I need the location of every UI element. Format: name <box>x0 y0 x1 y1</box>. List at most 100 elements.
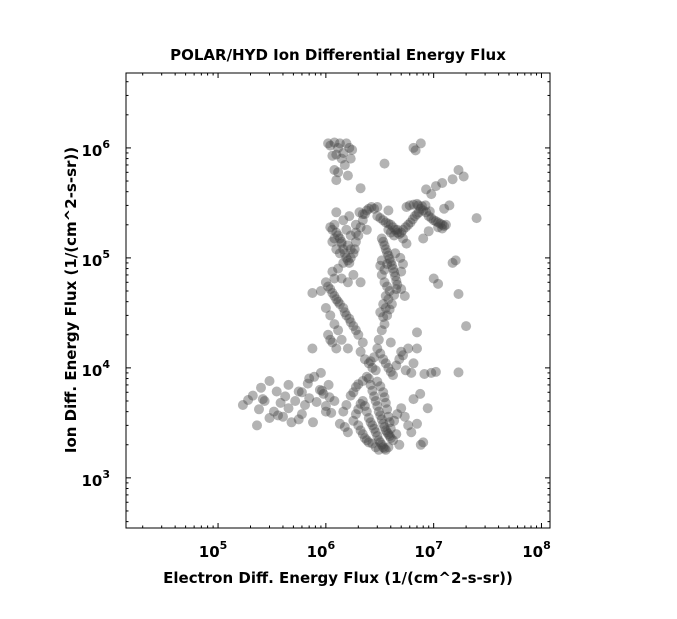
data-point <box>349 244 360 255</box>
x-tick-label: 108 <box>522 539 551 561</box>
data-point <box>334 299 345 310</box>
data-point <box>323 281 334 292</box>
data-point <box>327 236 338 247</box>
data-point <box>327 224 338 235</box>
data-point <box>326 407 337 418</box>
data-point <box>373 334 384 345</box>
data-point <box>412 198 422 209</box>
data-point <box>378 299 389 310</box>
data-point <box>433 217 444 228</box>
data-point <box>379 264 390 275</box>
data-point <box>418 233 429 244</box>
data-point <box>273 410 283 421</box>
data-point <box>398 233 408 244</box>
data-point <box>372 431 383 441</box>
data-point <box>384 304 395 315</box>
data-point <box>415 439 426 450</box>
data-point <box>327 266 338 277</box>
data-point <box>379 392 390 403</box>
data-point <box>384 417 395 428</box>
data-point <box>365 417 376 428</box>
data-point <box>412 418 422 429</box>
data-point <box>300 400 310 410</box>
data-point <box>361 406 372 417</box>
data-point <box>370 365 381 376</box>
data-point <box>309 371 320 382</box>
data-point <box>428 273 439 284</box>
data-point <box>363 373 374 384</box>
data-point <box>283 379 294 390</box>
data-point <box>376 439 387 450</box>
data-point <box>400 222 411 233</box>
data-point <box>325 140 336 151</box>
data-point <box>422 403 433 414</box>
x-tick-label: 106 <box>307 539 336 561</box>
data-point <box>344 313 355 324</box>
data-point <box>396 346 407 357</box>
data-point <box>426 189 437 200</box>
data-point <box>237 400 248 410</box>
data-point <box>376 255 387 266</box>
data-point <box>333 296 344 307</box>
data-point <box>450 255 461 266</box>
data-point <box>382 281 393 292</box>
data-point <box>375 307 386 318</box>
data-point <box>380 244 391 255</box>
data-point <box>318 388 329 399</box>
data-point <box>345 252 356 263</box>
data-point <box>403 343 414 354</box>
data-point <box>357 209 368 220</box>
data-point <box>437 219 448 230</box>
data-point <box>329 396 340 406</box>
data-point <box>389 415 400 426</box>
data-point <box>344 211 355 222</box>
data-point <box>345 153 356 164</box>
data-point <box>380 303 391 313</box>
data-point <box>338 303 349 313</box>
data-point <box>439 221 450 231</box>
data-point <box>380 397 391 408</box>
data-point <box>333 167 344 178</box>
data-point <box>396 266 407 277</box>
data-point <box>336 153 347 164</box>
data-point <box>327 337 338 348</box>
data-point <box>329 319 340 330</box>
data-point <box>408 142 419 153</box>
data-point <box>271 386 282 397</box>
data-point <box>399 411 410 422</box>
data-point <box>320 303 331 313</box>
data-point <box>283 403 294 414</box>
data-point <box>338 406 349 417</box>
data-point <box>396 284 407 295</box>
data-point <box>430 366 441 377</box>
data-point <box>382 247 393 258</box>
data-point <box>329 219 340 230</box>
data-point <box>375 437 386 448</box>
data-point <box>333 230 344 241</box>
data-point <box>320 277 331 288</box>
data-point <box>406 367 417 378</box>
data-point <box>357 337 368 348</box>
data-point <box>385 433 396 444</box>
data-point <box>367 385 378 396</box>
data-point <box>437 178 448 188</box>
x-axis-label: Electron Diff. Energy Flux (1/(cm^2-s-sr… <box>163 569 513 587</box>
data-point <box>336 334 347 345</box>
data-point <box>331 207 342 218</box>
data-point <box>333 325 344 336</box>
data-point <box>320 406 331 417</box>
data-point <box>447 174 458 185</box>
data-point <box>336 236 347 247</box>
data-point <box>378 387 389 398</box>
data-point <box>357 396 368 406</box>
data-point <box>453 165 464 175</box>
data-point <box>264 413 275 423</box>
x-axis-ticks <box>142 73 542 528</box>
data-point <box>403 420 414 431</box>
data-point <box>256 382 266 393</box>
data-point <box>268 406 279 417</box>
data-point <box>342 240 353 251</box>
data-point <box>375 260 386 271</box>
data-point <box>380 291 391 301</box>
data-point <box>339 160 350 170</box>
